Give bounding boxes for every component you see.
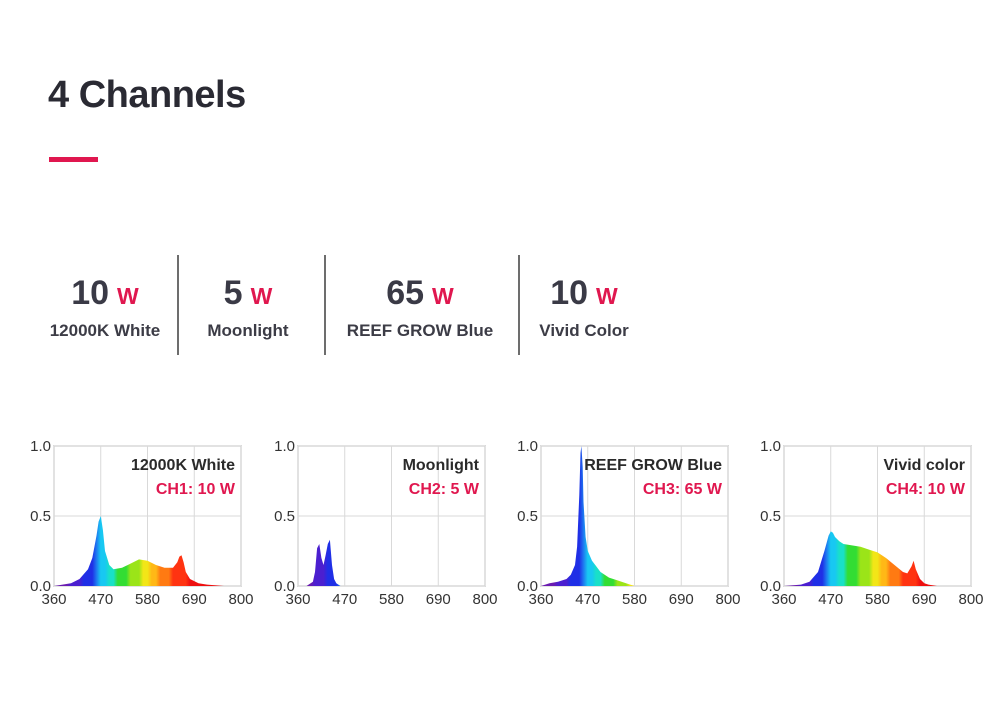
- x-tick-label: 470: [88, 591, 113, 608]
- stat-value: 5: [223, 274, 243, 312]
- stat-value: 10: [71, 274, 110, 312]
- title-accent-bar: [49, 157, 98, 162]
- y-tick-label: 1.0: [517, 438, 538, 455]
- x-tick-label: 690: [669, 591, 694, 608]
- chart-title: Moonlight: [403, 457, 480, 474]
- stat-value-row: 65 W: [340, 270, 500, 319]
- y-tick-label: 1.0: [274, 438, 295, 455]
- y-tick-label: 1.0: [760, 438, 781, 455]
- stat-unit: W: [117, 283, 139, 309]
- x-tick-label: 690: [426, 591, 451, 608]
- stat-channel-4: 10 W Vivid Color: [534, 270, 634, 341]
- stat-value-row: 10 W: [44, 270, 166, 319]
- chart-subtitle: CH3: 65 W: [643, 481, 723, 498]
- y-tick-label: 0.5: [760, 508, 781, 525]
- spectrum-chart-ch2: 360 470 580 690 800 0.0 0.5 1.0 Moonlight CH2: 5 …: [266, 436, 506, 616]
- stat-divider: [518, 255, 520, 355]
- chart-svg: 360 470 580 690 800 0.0 0.5 1.0 12000K White CH1:…: [30, 438, 253, 608]
- spectrum-area: [54, 516, 241, 586]
- x-tick-label: 470: [818, 591, 843, 608]
- spectrum-area: [298, 539, 485, 586]
- stat-unit: W: [432, 283, 454, 309]
- spectrum-chart-ch1: 360 470 580 690 800 0.0 0.5 1.0 12000K White CH1:…: [22, 436, 262, 616]
- chart-svg: 360 470 580 690 800 0.0 0.5 1.0 Vivid color CH4: …: [760, 438, 983, 608]
- stat-value: 10: [550, 274, 589, 312]
- x-tick-label: 800: [228, 591, 253, 608]
- x-tick-label: 580: [622, 591, 647, 608]
- stat-label: 12000K White: [49, 321, 161, 340]
- chart-svg: 360 470 580 690 800 0.0 0.5 1.0 REEF GROW Blue CH…: [517, 438, 740, 608]
- x-tick-label: 690: [912, 591, 937, 608]
- x-tick-label: 800: [472, 591, 497, 608]
- x-tick-label: 360: [528, 591, 553, 608]
- chart-title: 12000K White: [131, 457, 235, 474]
- y-tick-label: 0.0: [517, 578, 538, 595]
- x-tick-label: 360: [41, 591, 66, 608]
- chart-subtitle: CH1: 10 W: [156, 481, 236, 498]
- stat-channel-1: 10 W 12000K White: [44, 270, 166, 341]
- stat-label: REEF GROW Blue: [346, 321, 494, 340]
- y-tick-label: 0.5: [274, 508, 295, 525]
- y-tick-label: 0.5: [30, 508, 51, 525]
- spectrum-area: [784, 531, 971, 586]
- x-tick-label: 690: [182, 591, 207, 608]
- stat-label: Moonlight: [207, 321, 289, 340]
- x-tick-label: 800: [958, 591, 983, 608]
- x-tick-label: 580: [135, 591, 160, 608]
- x-tick-label: 360: [285, 591, 310, 608]
- spectrum-chart-ch4: 360 470 580 690 800 0.0 0.5 1.0 Vivid color CH4: …: [752, 436, 992, 616]
- y-tick-label: 0.0: [30, 578, 51, 595]
- page-title: 4 Channels: [48, 74, 246, 116]
- stat-value-row: 10 W: [534, 270, 634, 319]
- chart-subtitle: CH4: 10 W: [886, 481, 966, 498]
- x-tick-label: 360: [771, 591, 796, 608]
- stat-divider: [177, 255, 179, 355]
- chart-svg: 360 470 580 690 800 0.0 0.5 1.0 Moonlight CH2: 5 …: [274, 438, 497, 608]
- stat-unit: W: [596, 283, 618, 309]
- stat-value: 65: [386, 274, 425, 312]
- x-tick-label: 470: [332, 591, 357, 608]
- chart-title: REEF GROW Blue: [584, 457, 722, 474]
- y-tick-label: 0.0: [274, 578, 295, 595]
- stat-divider: [324, 255, 326, 355]
- stat-unit: W: [250, 283, 273, 309]
- x-tick-label: 580: [865, 591, 890, 608]
- x-tick-label: 800: [715, 591, 740, 608]
- x-tick-label: 470: [575, 591, 600, 608]
- y-tick-label: 1.0: [30, 438, 51, 455]
- y-tick-label: 0.0: [760, 578, 781, 595]
- stat-channel-3: 65 W REEF GROW Blue: [340, 270, 500, 341]
- spectrum-area: [541, 446, 728, 586]
- y-tick-label: 0.5: [517, 508, 538, 525]
- x-tick-label: 580: [379, 591, 404, 608]
- chart-subtitle: CH2: 5 W: [409, 481, 480, 498]
- chart-title: Vivid color: [883, 457, 965, 474]
- spectrum-chart-ch3: 360 470 580 690 800 0.0 0.5 1.0 REEF GROW Blue CH…: [509, 436, 749, 616]
- stat-label: Vivid Color: [539, 321, 629, 340]
